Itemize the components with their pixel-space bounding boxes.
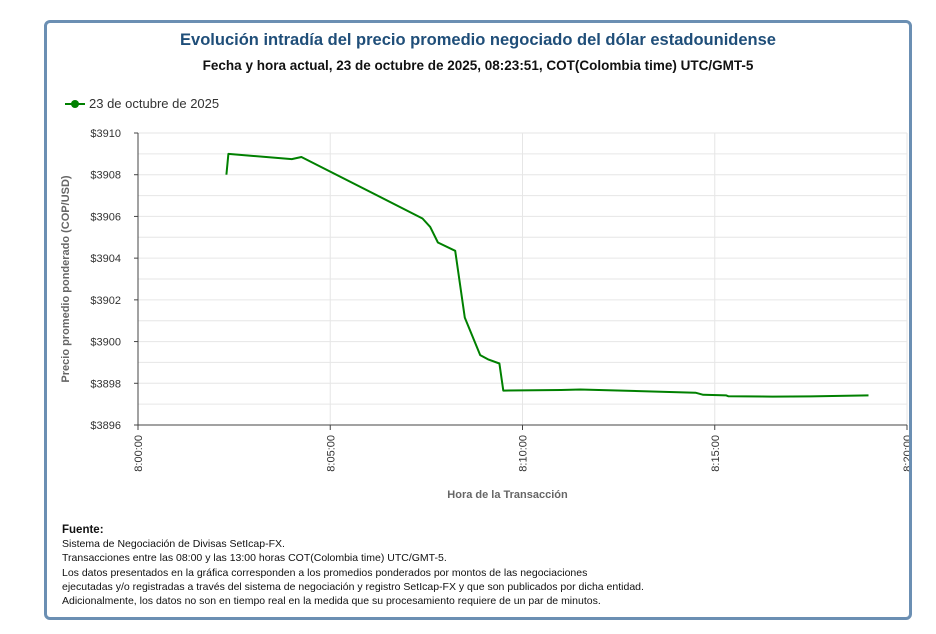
legend-marker-icon <box>65 99 85 109</box>
legend-label: 23 de octubre de 2025 <box>89 96 220 111</box>
x-axis-title: Hora de la Transacción <box>447 489 568 501</box>
series-line <box>225 152 869 398</box>
source-notes: Fuente: Sistema de Negociación de Divisa… <box>62 523 644 608</box>
chart-card: Evolución intradía del precio promedio n… <box>44 20 912 620</box>
y-tick-label: $3908 <box>90 170 121 182</box>
x-tick-label: 8:15:00 <box>710 435 722 472</box>
y-axis-title: Precio promedio ponderado (COP/USD) <box>60 175 72 383</box>
chart-subtitle: Fecha y hora actual, 23 de octubre de 20… <box>202 58 754 73</box>
legend[interactable]: 23 de octubre de 2025 <box>65 96 219 111</box>
x-tick-label: 8:05:00 <box>325 435 337 472</box>
y-tick-label: $3902 <box>90 295 121 307</box>
y-tick-label: $3896 <box>90 420 121 432</box>
line-chart: $3896 $3898 $3900 $3902 $3904 $3906 $3908 $3910… <box>60 128 909 501</box>
y-tick-label: $3910 <box>90 128 121 140</box>
y-tick-label: $3904 <box>90 253 121 265</box>
source-line: Sistema de Negociación de Divisas SetIca… <box>62 538 285 551</box>
source-heading: Fuente: <box>62 524 104 536</box>
y-tick-label: $3900 <box>90 337 121 349</box>
chart-title: Evolución intradía del precio promedio n… <box>180 31 776 49</box>
source-line: ejecutadas y/o registradas a través del … <box>62 580 644 593</box>
y-tick-label: $3898 <box>90 378 121 390</box>
x-tick-label: 8:00:00 <box>133 435 145 472</box>
source-line: Adicionalmente, los datos no son en tiem… <box>62 595 601 608</box>
x-tick-label: 8:20:00 <box>902 435 909 472</box>
source-line: Los datos presentados en la gráfica corr… <box>62 566 588 579</box>
x-tick-label: 8:10:00 <box>518 435 530 472</box>
y-tick-label: $3906 <box>90 211 121 223</box>
source-line: Transacciones entre las 08:00 y las 13:0… <box>62 552 447 565</box>
